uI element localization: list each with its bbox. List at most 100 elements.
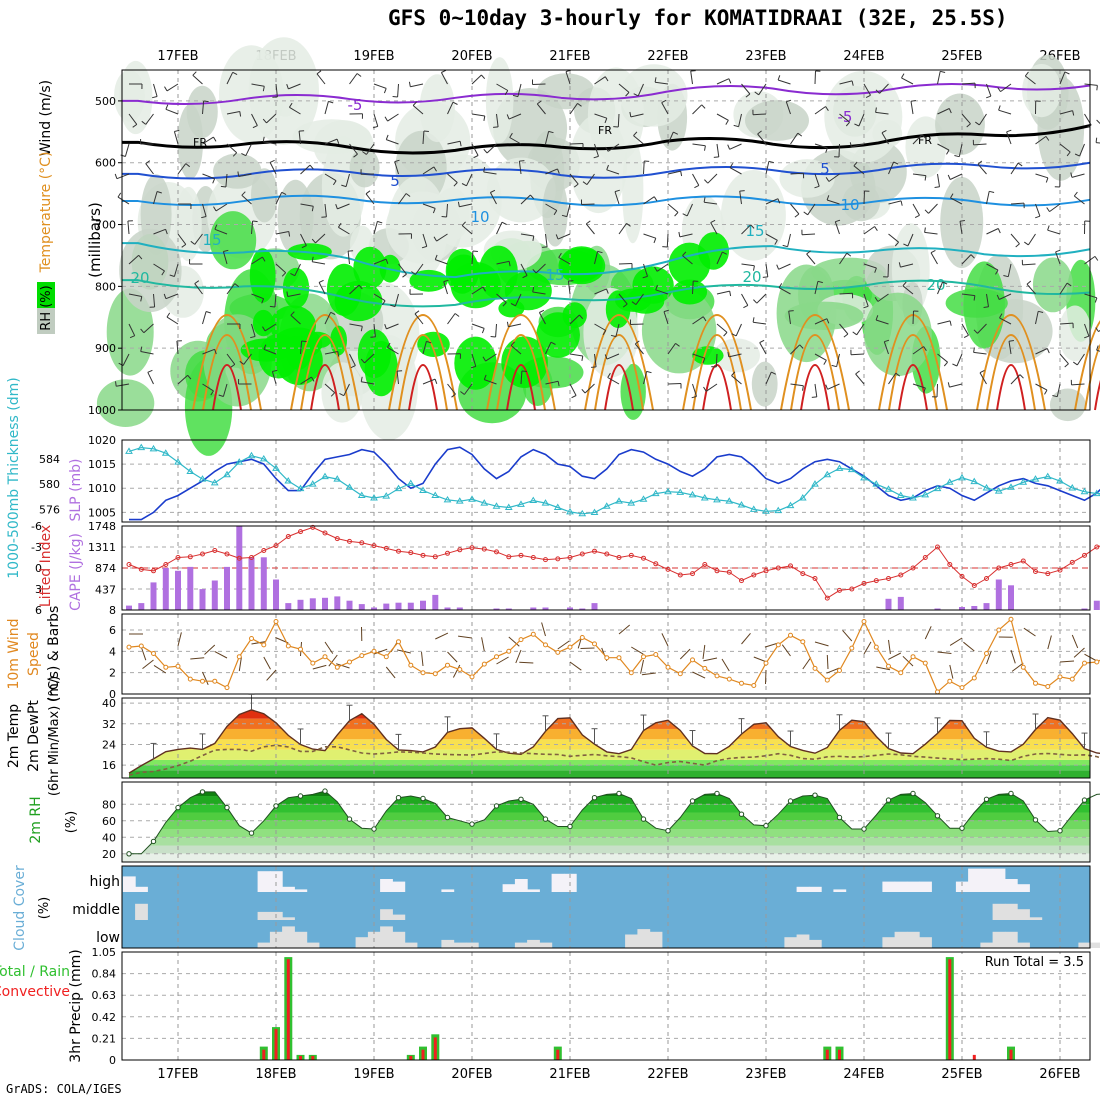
wind-barb-flag [337,351,340,357]
wind-barb [343,383,350,396]
wind-barb-flag [895,372,901,377]
wind-barb-flag [753,265,755,271]
wind-barb-flag [604,118,608,124]
y-tick-temp: 16 [102,759,116,772]
wind-point [236,654,242,660]
temp-band [129,770,1090,778]
cloud-bar-middle [135,903,148,920]
cape-bar [971,606,978,610]
y-axis-label-minmax: (6hr Min/Max) (°C) [47,676,62,796]
rh-point [469,821,475,827]
cape-bar [187,566,194,610]
rh-region [1049,388,1086,422]
cape-bar [897,596,904,610]
y-tick-cloud-low: low [96,930,120,946]
wind-barb-flag [1070,172,1073,178]
thickness-point [896,491,905,499]
wind-barb [1023,627,1036,637]
rh-point [983,796,990,802]
wind-barb [396,371,399,385]
wind-barb [251,220,254,235]
wind-barb [661,633,669,647]
wind-barb [790,172,804,175]
isotherm-surface [388,314,458,411]
precip-convective-bar [262,1049,266,1060]
cloud-bar-high [833,889,847,892]
cloud-bar-low [539,942,553,948]
wind-barb [618,263,633,265]
wind-barb-flag [634,340,640,345]
wind-barb-flag [286,291,289,297]
wind-barb-flag [759,339,765,344]
footer-credit: GrADS: COLA/IGES [6,1082,122,1096]
wind-point [138,643,144,649]
wind-barb-flag [213,206,217,212]
isotherm-surface [790,334,840,411]
cape-bar [211,580,218,610]
wind-barb [936,383,938,398]
li-point [628,552,634,558]
wind-barb-flag [385,258,389,264]
wind-barb [300,340,303,355]
isotherm-surface [702,364,732,411]
cape-bar [285,603,292,610]
wind-point [285,643,291,649]
wind-barb-flag [214,349,217,355]
y-tick-cloud-middle: middle [72,902,120,918]
wind-barb [520,233,534,237]
wind-barb-flag [973,347,975,353]
wind-barb [1011,662,1024,672]
wind-barb [855,373,865,385]
li-point [898,572,904,578]
wind-barb [287,293,301,297]
thickness-point [1068,483,1077,491]
series-wind-line [128,618,1100,693]
wind-barb [585,223,595,235]
thickness-point [578,509,587,517]
precip-convective-bar [948,959,952,1060]
x-tick-label-top: 17FEB [157,49,198,64]
wind-barb [122,353,130,366]
y-tick-li: -3 [31,541,42,554]
wind-barb [177,163,187,175]
wind-barb-flag [483,148,488,154]
wind-barb [863,293,869,307]
series-thickness-line [128,446,1100,515]
rh-region [501,336,548,389]
isotherm-label: 15 [545,266,564,284]
li-point [775,565,781,571]
wind-barb [1007,263,1012,277]
cloud-bar-low [453,942,467,948]
wind-barb [397,83,399,98]
wind-barb-flag [234,283,240,288]
wind-barb-flag [573,183,579,188]
wind-barb-flag [190,240,196,245]
wind-barb [349,284,360,295]
legend-rh-label: RH (%) [39,285,54,330]
wind-barb [324,173,337,182]
cape-bar [248,557,255,610]
wind-barb-flag [997,228,1001,234]
wind-barb-flag [934,186,940,188]
isotherm-surface [496,334,546,411]
wind-barb [839,323,849,335]
wind-barb [907,233,914,247]
wind-barb [999,317,1012,325]
wind-barb-flag [441,216,447,218]
rh-point [346,816,353,822]
wind-barb-flag [269,305,275,308]
wind-point [984,651,989,656]
wind-barb [634,343,644,355]
wind-barb-flag [703,386,707,392]
thickness-point [639,495,648,502]
wind-barb-flag [849,142,852,148]
wind-barb [607,143,620,152]
x-tick-label-top: 23FEB [745,49,786,64]
isotherm-surface [888,334,938,411]
wind-point [775,642,781,648]
wind-barb [741,263,755,267]
wind-barb [324,138,338,145]
wind-barb [937,651,952,654]
wind-barb-flag [365,190,371,195]
isotherm-surface [192,314,262,411]
